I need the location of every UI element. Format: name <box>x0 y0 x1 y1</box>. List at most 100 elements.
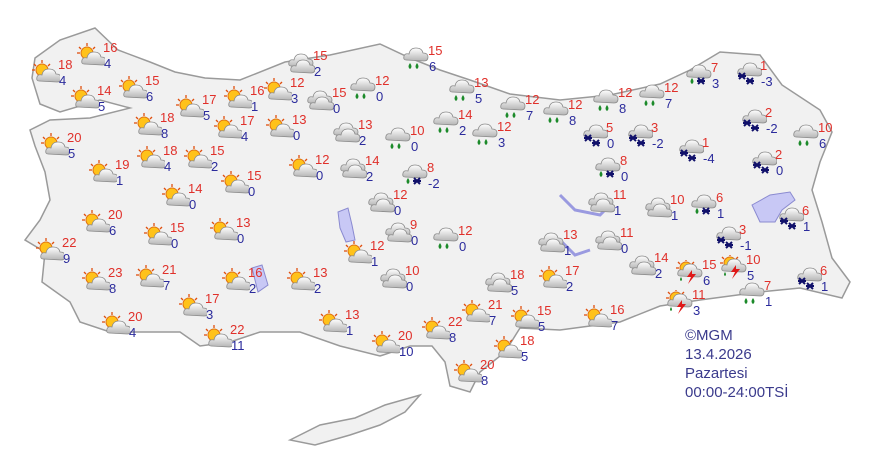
station: 15 0 <box>221 169 269 207</box>
partly-cloudy-icon <box>71 86 101 110</box>
max-temp: 20 <box>67 130 82 145</box>
station: 18 5 <box>484 268 532 306</box>
max-temp: 15 <box>313 48 328 63</box>
rain-and-snow-icon <box>690 193 718 217</box>
min-temp: 7 <box>665 96 673 111</box>
station: 15 0 <box>144 221 192 259</box>
station: 11 3 <box>666 288 714 326</box>
station: 13 2 <box>287 266 335 304</box>
min-temp: 3 <box>498 135 506 150</box>
max-temp: 12 <box>315 152 330 167</box>
max-temp: 14 <box>97 83 112 98</box>
cloudy-icon <box>587 190 616 214</box>
cloudy-icon <box>644 195 673 219</box>
max-temp: 10 <box>670 192 685 207</box>
station: 12 3 <box>471 120 519 158</box>
max-temp: 21 <box>488 297 503 312</box>
station: 13 1 <box>537 228 585 266</box>
snow-icon <box>713 225 742 249</box>
station: 13 0 <box>266 112 314 151</box>
station: 1 -3 <box>734 59 782 97</box>
station: 14 5 <box>71 83 119 122</box>
max-temp: 18 <box>163 143 178 158</box>
max-temp: 2 <box>765 105 773 120</box>
min-temp: 6 <box>146 89 154 104</box>
snow-icon <box>676 138 705 162</box>
max-temp: 8 <box>620 153 628 168</box>
min-temp: 5 <box>538 319 546 334</box>
min-temp: 8 <box>569 113 577 128</box>
min-temp: 0 <box>237 231 245 246</box>
max-temp: 14 <box>654 250 669 265</box>
min-temp: 5 <box>511 283 519 298</box>
copyright-label: ©MGM <box>685 327 733 344</box>
partly-cloudy-icon <box>372 331 402 355</box>
min-temp: 1 <box>564 243 572 258</box>
snow-icon <box>749 150 778 174</box>
partly-cloudy-icon <box>119 76 149 100</box>
partly-cloudy-icon <box>162 184 192 208</box>
min-temp: 2 <box>314 281 322 296</box>
max-temp: 9 <box>410 217 418 232</box>
max-temp: 16 <box>610 302 625 317</box>
min-temp: 6 <box>109 223 117 238</box>
max-temp: 14 <box>458 107 473 122</box>
min-temp: 2 <box>459 123 467 138</box>
min-temp: 7 <box>526 108 534 123</box>
station: 15 6 <box>402 44 450 82</box>
max-temp: 11 <box>613 187 627 202</box>
min-temp: 0 <box>171 236 179 251</box>
min-temp: 2 <box>366 169 374 184</box>
partly-cloudy-icon <box>222 268 252 292</box>
max-temp: 12 <box>370 238 385 253</box>
min-temp: 0 <box>293 128 301 143</box>
min-temp: 2 <box>211 159 219 174</box>
max-temp: 18 <box>58 57 73 72</box>
partly-cloudy-icon <box>134 113 164 137</box>
rain-icon <box>542 100 570 124</box>
max-temp: 7 <box>711 60 719 75</box>
max-temp: 10 <box>410 123 425 138</box>
station: 14 2 <box>628 250 676 289</box>
lake-van <box>751 191 796 223</box>
station: 10 0 <box>384 123 432 162</box>
partly-cloudy-icon <box>214 116 244 140</box>
station: 13 2 <box>332 118 380 156</box>
partly-cloudy-icon <box>179 294 209 318</box>
partly-cloudy-icon <box>266 115 296 139</box>
min-temp: 1 <box>614 203 622 218</box>
max-temp: 20 <box>108 207 123 222</box>
rain-icon <box>384 126 412 150</box>
station: 13 0 <box>210 215 258 254</box>
max-temp: 16 <box>103 40 118 55</box>
station: 18 5 <box>494 334 542 372</box>
max-temp: 13 <box>236 215 251 230</box>
station: 16 7 <box>584 302 632 341</box>
max-temp: 12 <box>525 92 540 107</box>
max-temp: 6 <box>802 203 810 218</box>
lake-tuz <box>337 207 356 243</box>
min-temp: 1 <box>671 208 679 223</box>
rain-icon <box>792 123 820 147</box>
max-temp: 13 <box>292 112 307 127</box>
station: 16 4 <box>77 40 125 79</box>
rain-icon <box>432 110 460 134</box>
min-temp: 0 <box>406 279 414 294</box>
partly-cloudy-icon <box>224 86 254 110</box>
rain-icon <box>638 83 666 107</box>
station: 23 8 <box>82 266 130 304</box>
cloudy-icon <box>379 266 408 290</box>
snow-icon <box>794 266 823 290</box>
max-temp: 20 <box>398 328 413 343</box>
cloudy-icon <box>367 190 396 214</box>
station: 12 0 <box>289 152 337 191</box>
station: 12 3 <box>264 76 312 114</box>
min-temp: 0 <box>411 233 419 248</box>
max-temp: 6 <box>820 263 828 278</box>
station: 20 4 <box>102 310 150 348</box>
min-temp: 5 <box>98 99 106 114</box>
min-temp: -2 <box>766 121 778 136</box>
